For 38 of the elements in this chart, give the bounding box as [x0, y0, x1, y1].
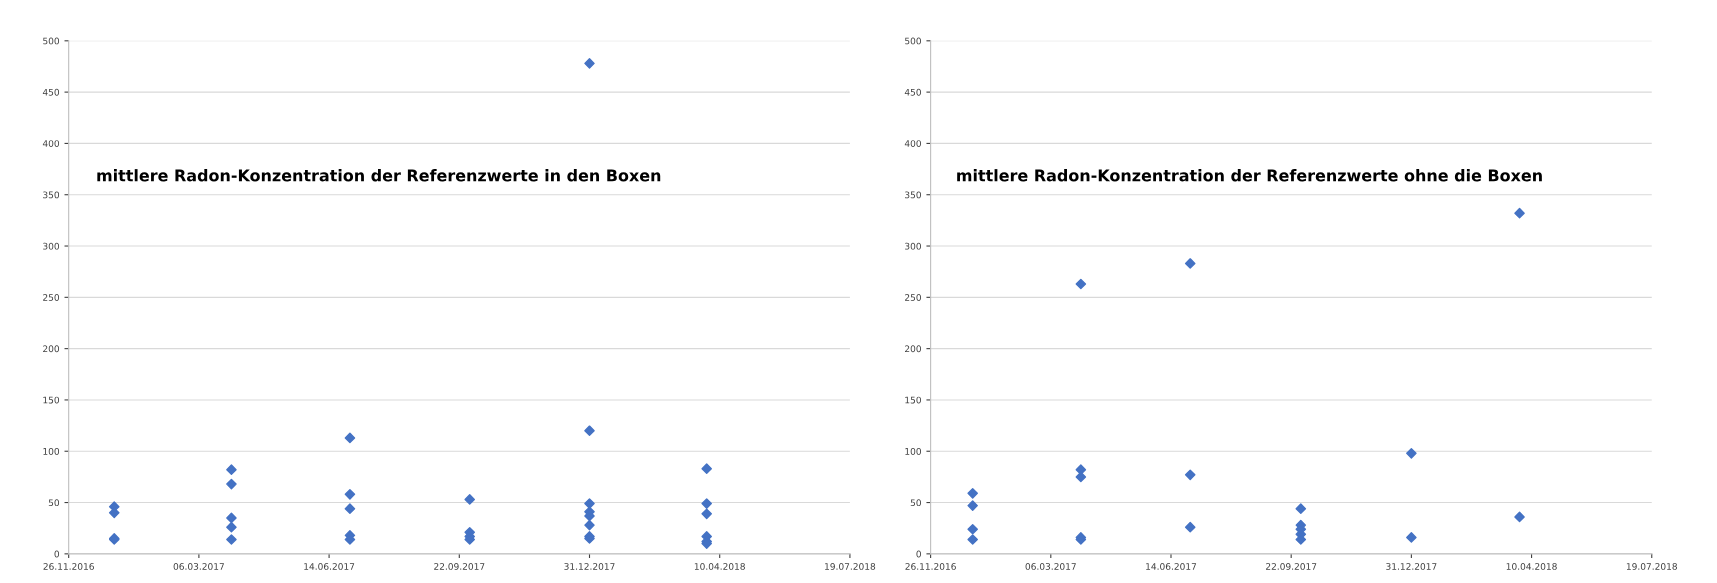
x-tick-label: 06.03.2017: [173, 563, 224, 570]
y-tick-label: 50: [910, 499, 921, 507]
y-tick-label: 150: [905, 396, 921, 404]
y-tick-label: 250: [905, 294, 921, 301]
y-tick-label: 150: [43, 396, 60, 404]
y-tick-label: 450: [42, 88, 60, 96]
x-tick-label: 10.04.2018: [694, 563, 745, 570]
x-tick-label: 19.07.2018: [1626, 563, 1677, 570]
y-tick-label: 400: [42, 140, 60, 147]
y-tick-label: 50: [48, 499, 60, 507]
text: mittlere Radon-Konzentration der Referenzwerte ohne die Boxen: [957, 169, 1542, 182]
x-tick-label: 26.11.2016: [43, 563, 94, 570]
y-tick-label: 200: [905, 345, 921, 353]
y-tick-label: 450: [904, 88, 921, 96]
y-tick-label: 200: [43, 345, 60, 353]
x-tick-label: 22.09.2017: [1266, 563, 1317, 570]
x-tick-label: 06.03.2017: [1025, 563, 1076, 570]
x-tick-label: 31.12.2017: [564, 563, 615, 570]
y-tick-label: 400: [904, 140, 921, 147]
y-tick-label: 0: [54, 550, 60, 558]
y-tick-label: 300: [43, 242, 60, 250]
x-tick-label: 26.11.2016: [905, 563, 956, 570]
y-tick-label: 500: [905, 37, 921, 45]
x-tick-label: 19.07.2018: [825, 563, 876, 570]
y-tick-label: 350: [905, 191, 921, 199]
y-tick-label: 300: [905, 242, 921, 250]
x-tick-label: 10.04.2018: [1506, 563, 1557, 570]
text: mittlere Radon-Konzentration der Referenzwerte in den Boxen: [97, 169, 661, 182]
y-tick-label: 100: [43, 447, 60, 455]
x-tick-label: 22.09.2017: [434, 563, 485, 570]
x-tick-label: 14.06.2017: [304, 563, 355, 570]
y-tick-label: 500: [43, 37, 60, 45]
y-tick-label: 100: [905, 447, 921, 455]
y-tick-label: 0: [916, 550, 921, 558]
x-tick-label: 31.12.2017: [1386, 563, 1437, 570]
y-tick-label: 250: [43, 294, 60, 301]
y-tick-label: 350: [43, 191, 60, 199]
x-tick-label: 14.06.2017: [1146, 563, 1197, 570]
